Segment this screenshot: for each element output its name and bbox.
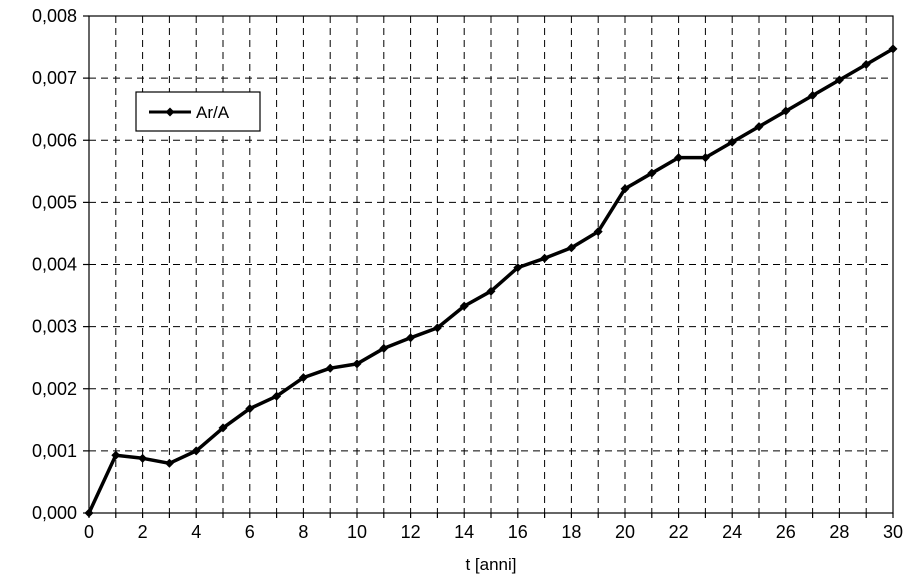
y-tick-label: 0,002 (32, 379, 77, 399)
x-tick-label: 30 (883, 522, 903, 542)
x-tick-label: 6 (245, 522, 255, 542)
data-point (486, 286, 496, 296)
data-point (111, 450, 121, 460)
y-tick-label: 0,001 (32, 441, 77, 461)
x-tick-label: 10 (347, 522, 367, 542)
x-tick-label: 14 (454, 522, 474, 542)
x-tick-label: 0 (84, 522, 94, 542)
y-tick-label: 0,004 (32, 255, 77, 275)
legend: Ar/A (135, 91, 261, 132)
y-tick-label: 0,003 (32, 317, 77, 337)
data-point (325, 363, 335, 373)
data-point (164, 458, 174, 468)
y-axis: 0,000 0,001 0,002 0,003 0,004 0,005 0,006 0,007… (32, 6, 89, 523)
data-point (459, 301, 469, 311)
x-tick-label: 12 (401, 522, 421, 542)
data-point (513, 263, 523, 273)
x-tick-label: 26 (776, 522, 796, 542)
data-point (298, 373, 308, 383)
x-axis-title: t [anni] (465, 555, 516, 574)
data-point (834, 75, 844, 85)
x-axis: 0 2 4 6 8 10 12 14 16 18 20 22 24 26 28 30 (84, 513, 903, 542)
y-tick-label: 0,006 (32, 130, 77, 150)
data-point (593, 227, 603, 237)
data-point (218, 423, 228, 433)
data-point (808, 91, 818, 101)
y-tick-label: 0,007 (32, 68, 77, 88)
x-tick-label: 2 (138, 522, 148, 542)
x-tick-label: 20 (615, 522, 635, 542)
data-point (861, 59, 871, 69)
data-point (406, 333, 416, 343)
data-point (888, 44, 898, 54)
x-tick-label: 24 (722, 522, 742, 542)
data-point (272, 391, 282, 401)
x-tick-label: 22 (669, 522, 689, 542)
data-point (540, 253, 550, 263)
y-tick-label: 0,008 (32, 6, 77, 26)
data-point (674, 153, 684, 163)
data-point (138, 453, 148, 463)
data-point (352, 359, 362, 369)
x-tick-label: 18 (561, 522, 581, 542)
grid-lines (89, 16, 893, 513)
data-point (620, 184, 630, 194)
data-point (754, 122, 764, 132)
x-tick-label: 28 (829, 522, 849, 542)
data-point (379, 343, 389, 353)
data-point (245, 404, 255, 414)
data-point (84, 508, 94, 518)
data-point (700, 153, 710, 163)
legend-marker-diamond (165, 107, 175, 117)
y-tick-label: 0,005 (32, 192, 77, 212)
x-tick-label: 16 (508, 522, 528, 542)
data-point (191, 446, 201, 456)
x-tick-label: 8 (298, 522, 308, 542)
series-layer (84, 44, 898, 518)
data-point (647, 168, 657, 178)
data-point (727, 137, 737, 147)
data-point (432, 323, 442, 333)
x-tick-label: 4 (191, 522, 201, 542)
data-point (781, 106, 791, 116)
y-tick-label: 0,000 (32, 503, 77, 523)
data-point (566, 243, 576, 253)
legend-label-ar-a: Ar/A (196, 103, 230, 122)
